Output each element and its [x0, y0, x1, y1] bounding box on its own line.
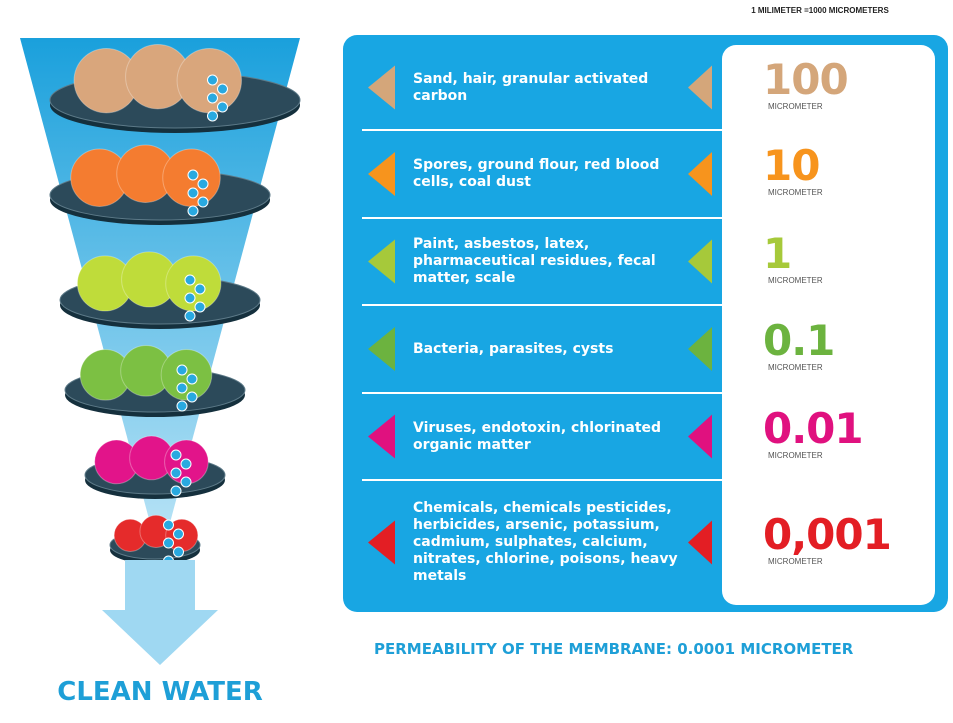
unit-note: 1 MILIMETER =1000 MICROMETERS	[700, 6, 940, 15]
size-value: 0.1	[763, 316, 834, 365]
water-drop	[208, 111, 218, 121]
water-drop	[164, 538, 174, 548]
water-drop	[177, 401, 187, 411]
size-value: 1	[763, 229, 791, 278]
row-label: Viruses, endotoxin, chlorinated organic …	[413, 393, 688, 480]
water-drop	[195, 302, 205, 312]
water-drop	[218, 102, 228, 112]
water-drop	[174, 547, 184, 557]
size-value: 10	[763, 141, 819, 190]
water-drop	[208, 75, 218, 85]
size-unit: MICROMETER	[768, 276, 823, 285]
permeability: PERMEABILITY OF THE MEMBRANE: 0.0001 MIC…	[374, 640, 853, 658]
water-drop	[177, 365, 187, 375]
water-drop	[195, 284, 205, 294]
water-drop	[185, 275, 195, 285]
size-unit: MICROMETER	[768, 188, 823, 197]
row-label: Bacteria, parasites, cysts	[413, 305, 688, 393]
water-drop	[164, 520, 174, 530]
row-label: Chemicals, chemicals pesticides, herbici…	[413, 480, 688, 605]
water-drop	[174, 529, 184, 539]
filter-stack	[50, 44, 300, 566]
row-label: Spores, ground flour, red blood cells, c…	[413, 130, 688, 218]
water-drop	[181, 459, 191, 469]
particle	[161, 350, 212, 401]
water-drop	[181, 477, 191, 487]
water-drop	[185, 311, 195, 321]
row-label: Paint, asbestos, latex, pharmaceutical r…	[413, 218, 688, 305]
size-unit: MICROMETER	[768, 102, 823, 111]
water-drop	[171, 468, 181, 478]
water-drop	[198, 197, 208, 207]
water-drop	[171, 450, 181, 460]
result: CLEAN WATER	[40, 677, 280, 707]
water-drop	[198, 179, 208, 189]
water-drop	[208, 93, 218, 103]
water-drop	[185, 293, 195, 303]
page: 1 MILIMETER =1000 MICROMETERS Sand, hair…	[0, 0, 953, 723]
row-label: Sand, hair, granular activated carbon	[413, 45, 688, 130]
size-value: 0,001	[763, 510, 891, 559]
down-arrow	[102, 560, 218, 665]
water-drop	[171, 486, 181, 496]
water-drop	[188, 188, 198, 198]
size-unit: MICROMETER	[768, 363, 823, 372]
size-unit: MICROMETER	[768, 451, 823, 460]
water-drop	[188, 206, 198, 216]
water-drop	[177, 383, 187, 393]
water-drop	[187, 374, 197, 384]
size-unit: MICROMETER	[768, 557, 823, 566]
size-value: 0.01	[763, 404, 863, 453]
size-value: 100	[763, 55, 848, 104]
water-drop	[187, 392, 197, 402]
water-drop	[188, 170, 198, 180]
water-drop	[218, 84, 228, 94]
